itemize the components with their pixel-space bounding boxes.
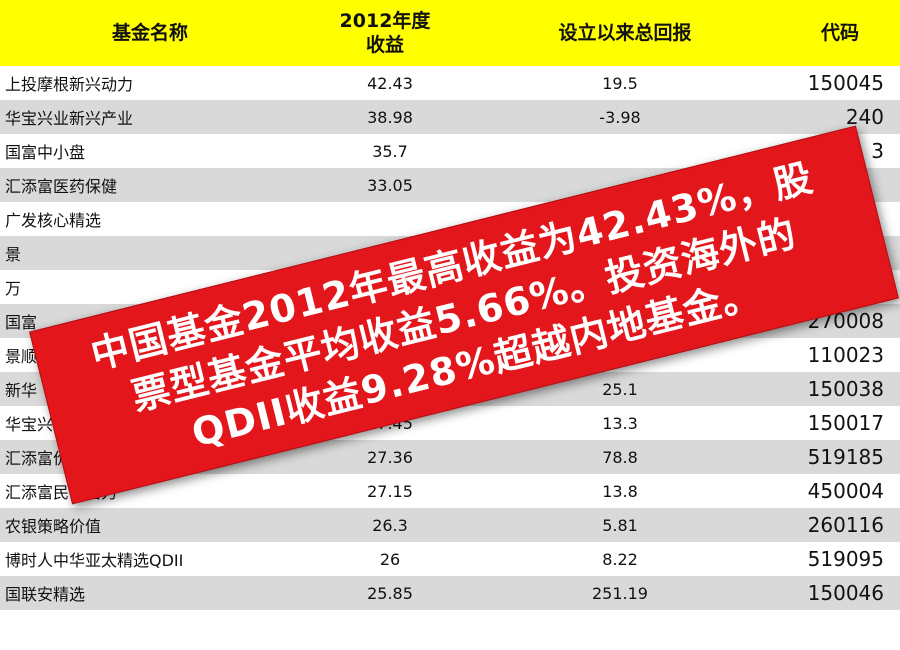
fund-code-cell: 260116 (807, 513, 884, 537)
header-code: 代码 (820, 22, 859, 44)
fund-name-cell: 农银策略价值 (5, 517, 102, 536)
table-row: 广发核心精选 (0, 202, 900, 236)
fund-code-cell: 519185 (807, 445, 884, 469)
fund-name-cell: 博时人中华亚太精选QDII (5, 551, 184, 570)
fund-name-cell: 景 (5, 245, 22, 264)
table-row: 上投摩根新兴动力 42.43 19.5 150045 (0, 66, 900, 100)
return-2012-cell: 33.05 (367, 175, 413, 195)
fund-code-cell: 150017 (807, 411, 884, 435)
fund-name-cell: 万 (5, 279, 22, 298)
header-2012-return-line1: 2012年度 (339, 10, 431, 32)
header-2012-return: 2012年度 收益 (310, 0, 460, 66)
return-2012-cell: 27.15 (367, 481, 413, 501)
fund-name-cell: 上投摩根新兴动力 (5, 75, 134, 94)
return-2012-cell: 26 (379, 549, 401, 569)
fund-code-cell: 3 (871, 139, 884, 163)
total-return-cell: 13.3 (602, 413, 638, 433)
return-2012-cell: 26.3 (372, 515, 408, 535)
fund-name-cell: 国富中小盘 (5, 143, 86, 162)
fund-name-cell: 国联安精选 (5, 585, 86, 604)
total-return-cell: 25.1 (602, 379, 638, 399)
total-return-cell: -3.98 (599, 107, 641, 127)
return-2012-cell: 35.7 (372, 141, 408, 161)
total-return-cell: 13.8 (602, 481, 638, 501)
table-row: 博时人中华亚太精选QDII 26 8.22 519095 (0, 542, 900, 576)
return-2012-cell: 42.43 (367, 73, 413, 93)
header-2012-return-line2: 收益 (365, 34, 404, 56)
fund-name-cell: 景顺 (5, 347, 38, 366)
total-return-cell: 19.5 (602, 73, 638, 93)
total-return-cell: 251.19 (592, 583, 648, 603)
table-row: 农银策略价值 26.3 5.81 260116 (0, 508, 900, 542)
fund-name-cell: 广发核心精选 (5, 211, 102, 230)
header-fund-name: 基金名称 (111, 22, 188, 44)
fund-name-cell: 新华 (5, 381, 38, 400)
table-header-row: 基金名称 2012年度 收益 设立以来总回报 代码 (0, 0, 900, 66)
header-total-return: 设立以来总回报 (558, 22, 692, 44)
return-2012-cell: 27.36 (367, 447, 413, 467)
total-return-cell: 78.8 (602, 447, 638, 467)
return-2012-cell: 25.85 (367, 583, 413, 603)
table-row: 国联安精选 25.85 251.19 150046 (0, 576, 900, 610)
fund-code-cell: 240 (845, 105, 884, 129)
return-2012-cell: 38.98 (367, 107, 413, 127)
table-row: 华宝兴业新兴产业 38.98 -3.98 240 (0, 100, 900, 134)
fund-name-cell: 国富 (5, 313, 38, 332)
fund-code-cell: 150045 (807, 71, 884, 95)
fund-code-cell: 519095 (807, 547, 884, 571)
fund-name-cell: 华宝兴业新兴产业 (5, 109, 134, 128)
fund-code-cell: 150038 (807, 377, 884, 401)
total-return-cell: 5.81 (602, 515, 638, 535)
table-row: 国富中小盘 35.7 3 (0, 134, 900, 168)
total-return-cell: 8.22 (602, 549, 638, 569)
fund-code-cell: 110023 (807, 343, 884, 367)
total-return-cell (540, 134, 700, 168)
fund-code-cell: 450004 (807, 479, 884, 503)
fund-name-cell: 汇添富医药保健 (5, 177, 118, 196)
fund-code-cell: 150046 (807, 581, 884, 605)
